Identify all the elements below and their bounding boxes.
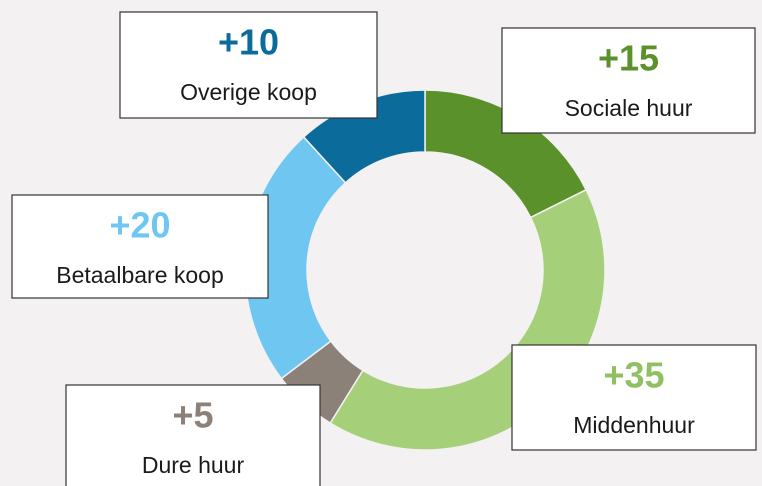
category-label: Dure huur <box>142 452 245 478</box>
label-box <box>511 344 757 451</box>
value-label: +15 <box>598 38 659 79</box>
category-label: Overige koop <box>180 79 317 105</box>
value-label: +5 <box>172 395 213 436</box>
label-box <box>119 11 378 119</box>
label-box <box>501 27 756 134</box>
value-label: +35 <box>603 355 664 396</box>
value-label: +20 <box>109 205 170 246</box>
category-label: Betaalbare koop <box>56 262 224 288</box>
value-label: +10 <box>218 22 279 63</box>
label-box <box>11 194 269 299</box>
category-label: Middenhuur <box>573 412 695 438</box>
category-label: Sociale huur <box>565 95 693 121</box>
label-box <box>65 384 321 486</box>
